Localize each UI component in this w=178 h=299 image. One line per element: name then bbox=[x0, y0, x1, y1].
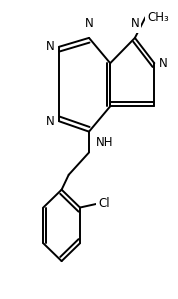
Text: N: N bbox=[159, 57, 167, 70]
Text: CH₃: CH₃ bbox=[147, 10, 169, 24]
Text: N: N bbox=[46, 40, 55, 53]
Text: N: N bbox=[130, 17, 139, 30]
Text: NH: NH bbox=[96, 135, 114, 149]
Text: N: N bbox=[85, 17, 93, 30]
Text: Cl: Cl bbox=[98, 197, 110, 210]
Text: N: N bbox=[46, 115, 55, 128]
